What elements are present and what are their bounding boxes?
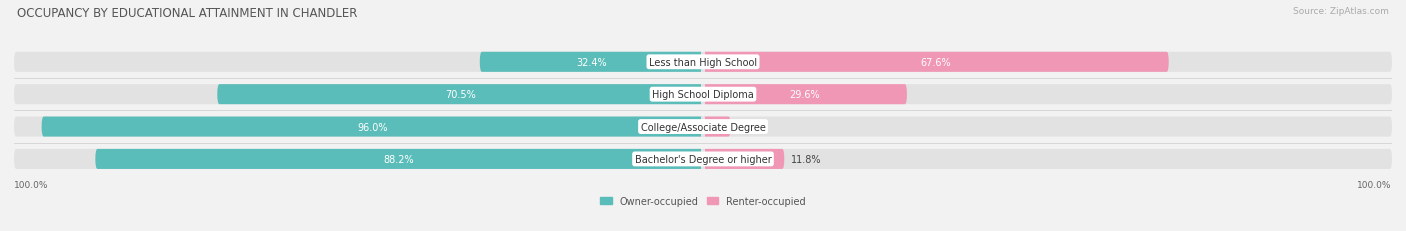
Text: College/Associate Degree: College/Associate Degree [641,122,765,132]
Text: OCCUPANCY BY EDUCATIONAL ATTAINMENT IN CHANDLER: OCCUPANCY BY EDUCATIONAL ATTAINMENT IN C… [17,7,357,20]
Bar [700,52,703,73]
FancyBboxPatch shape [42,117,703,137]
FancyBboxPatch shape [703,85,907,105]
FancyBboxPatch shape [703,52,1168,73]
FancyBboxPatch shape [479,52,703,73]
Text: 100.0%: 100.0% [14,180,49,189]
FancyBboxPatch shape [14,149,1392,169]
Text: 100.0%: 100.0% [1357,180,1392,189]
FancyBboxPatch shape [14,117,1392,137]
FancyBboxPatch shape [218,85,703,105]
Text: 96.0%: 96.0% [357,122,388,132]
Text: Less than High School: Less than High School [650,58,756,67]
Text: Bachelor's Degree or higher: Bachelor's Degree or higher [634,154,772,164]
Text: High School Diploma: High School Diploma [652,90,754,100]
FancyBboxPatch shape [703,117,731,137]
Text: 11.8%: 11.8% [792,154,821,164]
FancyBboxPatch shape [96,149,703,169]
Text: 70.5%: 70.5% [444,90,475,100]
FancyBboxPatch shape [14,85,1392,105]
Text: 88.2%: 88.2% [384,154,415,164]
Text: 67.6%: 67.6% [921,58,952,67]
Bar [703,85,706,105]
Bar [700,117,703,137]
Bar [700,85,703,105]
Legend: Owner-occupied, Renter-occupied: Owner-occupied, Renter-occupied [600,196,806,206]
Bar [703,52,706,73]
Bar [703,117,706,137]
FancyBboxPatch shape [14,52,1392,73]
Bar [703,149,706,169]
Text: Source: ZipAtlas.com: Source: ZipAtlas.com [1294,7,1389,16]
Text: 4.0%: 4.0% [738,122,762,132]
Bar [700,149,703,169]
Text: 32.4%: 32.4% [576,58,607,67]
FancyBboxPatch shape [703,149,785,169]
Text: 29.6%: 29.6% [790,90,820,100]
